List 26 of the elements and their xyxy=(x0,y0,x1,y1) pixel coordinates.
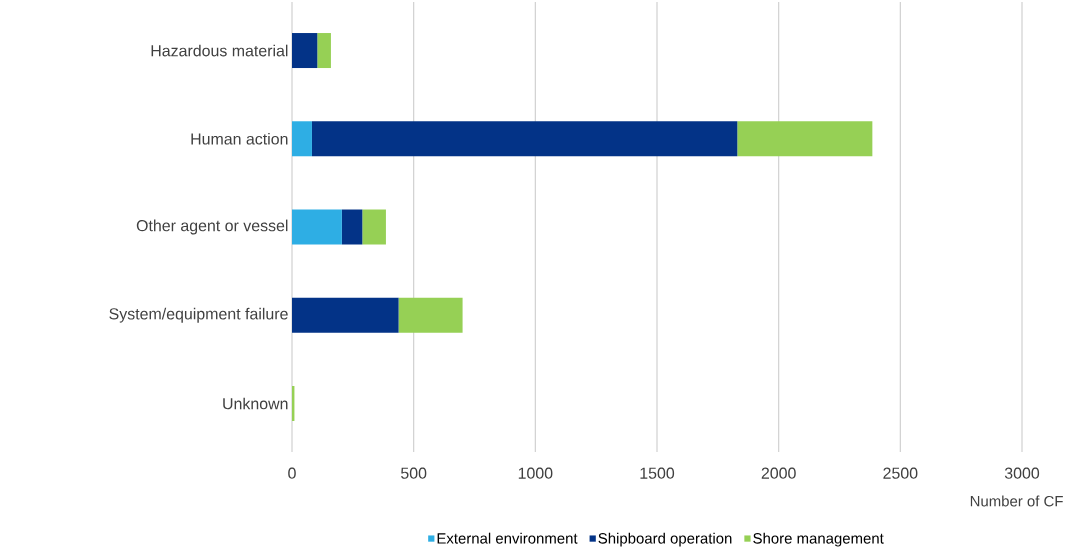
x-tick-label: 1500 xyxy=(640,467,675,479)
bar xyxy=(292,33,318,69)
x-tick-label: 2500 xyxy=(883,467,918,479)
x-axis-title: Number of CF xyxy=(970,495,1063,507)
bar xyxy=(292,209,342,245)
y-tick-label: Unknown xyxy=(223,397,288,410)
legend-label: Shore management xyxy=(753,532,884,547)
bar xyxy=(317,33,331,69)
bar xyxy=(292,297,399,333)
legend-label: External environment xyxy=(437,532,578,544)
y-tick-label: Other agent or vessel xyxy=(136,219,288,235)
bar xyxy=(292,121,312,157)
bar xyxy=(362,209,386,245)
x-tick-label: 1000 xyxy=(518,467,553,479)
x-tick-label: 3000 xyxy=(1004,467,1040,479)
bar xyxy=(341,209,363,245)
legend-label: Shipboard operation xyxy=(598,532,732,547)
y-tick-label: Human action xyxy=(191,132,288,145)
x-tick-label: 0 xyxy=(288,467,296,479)
bar xyxy=(398,297,463,333)
bar xyxy=(311,121,738,157)
y-tick-label: Hazardous material xyxy=(151,44,288,57)
x-tick-label: 2000 xyxy=(761,467,796,479)
x-tick-label: 500 xyxy=(401,467,427,479)
bar xyxy=(737,121,873,157)
y-tick-label: System/equipment failure xyxy=(109,307,288,323)
